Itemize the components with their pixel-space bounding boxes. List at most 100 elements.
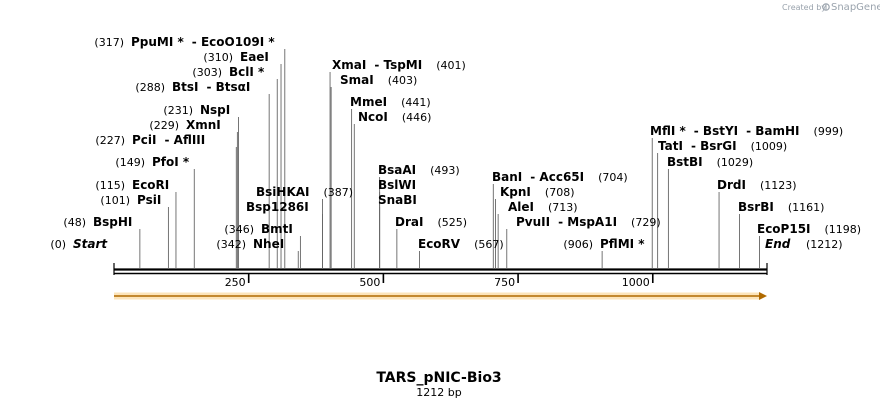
site-name: EaeI: [240, 50, 269, 64]
credit-text: Created by: [782, 3, 826, 12]
site-name: EcoP15I: [757, 222, 811, 236]
site-name: DraI: [395, 215, 423, 229]
site-position: (704): [598, 171, 628, 184]
site-bcli[interactable]: BclI * (303): [192, 65, 265, 79]
site-bsihkai[interactable]: BsiHKAI (387): [256, 185, 353, 199]
snapgene-logo-icon: [822, 3, 830, 11]
site-kpni[interactable]: KpnI (708): [500, 185, 575, 199]
site-mmei[interactable]: MmeI (441): [350, 95, 431, 109]
site-position: (342): [216, 238, 246, 251]
site-name-alt: - BsrGI: [691, 139, 737, 153]
site-name-alt: - TspMI: [374, 58, 422, 72]
site-name: BsrBI: [738, 200, 774, 214]
site-name: NheI: [253, 237, 284, 251]
site-position: (403): [388, 74, 418, 87]
site-name: BspHI: [93, 215, 132, 229]
site-bmti[interactable]: BmtI (346): [224, 222, 292, 236]
site-name: PsiI: [137, 193, 161, 207]
feature-arrowhead-icon: [759, 292, 767, 300]
site-nhei[interactable]: NheI (342): [216, 237, 284, 251]
site-name: SnaBI: [378, 193, 417, 207]
map-title: TARS_pNIC-Bio3: [376, 370, 501, 386]
feature-arrow[interactable]: [114, 292, 767, 300]
start-label: Start: [73, 237, 108, 251]
site-name: BsaAI: [378, 163, 416, 177]
site-name: AleI: [508, 200, 534, 214]
site-btsi[interactable]: BtsI - BtsαI (288): [135, 80, 250, 94]
site-pflmi[interactable]: PflMI * (906): [563, 237, 645, 251]
site-position: (441): [401, 96, 431, 109]
site-eaei[interactable]: EaeI (310): [203, 50, 269, 64]
site-position: (999): [814, 125, 844, 138]
site-name: EcoRV: [418, 237, 461, 251]
site-psii[interactable]: PsiI (101): [100, 193, 161, 207]
site-name: NspI: [200, 103, 230, 117]
brand-text: SnapGene: [831, 2, 880, 13]
site-name: BstBI: [667, 155, 703, 169]
site-pcii[interactable]: PciI - AflIII (227): [95, 133, 205, 147]
site-name: PpuMI *: [131, 35, 185, 49]
site-tati[interactable]: TatI - BsrGI (1009): [658, 139, 787, 153]
site-bslwi[interactable]: BslWI: [378, 178, 416, 192]
site-position: (1198): [825, 223, 862, 236]
site-position: (567): [474, 238, 504, 251]
site-bstbi[interactable]: BstBI (1029): [667, 155, 753, 169]
end-label: End: [765, 237, 791, 251]
site-drai[interactable]: DraI (525): [395, 215, 467, 229]
site-name-alt: - BstYI: [694, 124, 738, 138]
site-bsrbi[interactable]: BsrBI (1161): [738, 200, 824, 214]
site-bsaai[interactable]: BsaAI (493): [378, 163, 460, 177]
site-mfli[interactable]: MflI * - BstYI - BamHI (999): [650, 124, 843, 138]
site-name: BtsI: [172, 80, 199, 94]
site-name: TatI: [658, 139, 683, 153]
site-drdi[interactable]: DrdI (1123): [717, 178, 797, 192]
site-position: (101): [100, 194, 130, 207]
site-ncoi[interactable]: NcoI (446): [358, 110, 431, 124]
site-name-alt: - MspA1I: [558, 215, 617, 229]
site-pfoi[interactable]: PfoI * (149): [115, 155, 189, 169]
site-name: BsiHKAI: [256, 185, 310, 199]
site-position: (713): [548, 201, 578, 214]
site-position: (115): [95, 179, 125, 192]
site-nspi[interactable]: NspI (231): [163, 103, 230, 117]
site-position: (387): [324, 186, 354, 199]
site-bsp1286i[interactable]: Bsp1286I: [246, 200, 309, 214]
site-name: NcoI: [358, 110, 388, 124]
site-ecori[interactable]: EcoRI (115): [95, 178, 169, 192]
site-position: (317): [94, 36, 124, 49]
site-name: SmaI: [340, 73, 374, 87]
site-position: (1161): [788, 201, 825, 214]
site-name: MflI *: [650, 124, 686, 138]
site-name: KpnI: [500, 185, 531, 199]
site-bsphi[interactable]: BspHI (48): [63, 215, 132, 229]
site-name: XmaI: [332, 58, 366, 72]
site-position: (288): [135, 81, 165, 94]
site-position: (493): [430, 164, 460, 177]
tick-label: 750: [494, 276, 515, 289]
site-name-alt: - Acc65I: [530, 170, 584, 184]
site-name: PciI: [132, 133, 157, 147]
site-smai[interactable]: SmaI (403): [340, 73, 417, 87]
site-position: (229): [149, 119, 179, 132]
site-position: (149): [115, 156, 145, 169]
site-name: Bsp1286I: [246, 200, 309, 214]
tick-label: 1000: [622, 276, 650, 289]
start-marker: (0) Start: [50, 237, 108, 251]
site-xmni[interactable]: XmnI (229): [149, 118, 220, 132]
site-name: PflMI *: [600, 237, 645, 251]
site-lines: [139, 49, 760, 269]
site-name: BslWI: [378, 178, 416, 192]
start-position: (0): [50, 238, 66, 251]
site-ecop15i[interactable]: EcoP15I (1198): [757, 222, 861, 236]
site-ppumi[interactable]: PpuMI * - EcoO109I * (317): [94, 35, 275, 49]
site-xmai[interactable]: XmaI - TspMI (401): [332, 58, 466, 72]
site-ecorv[interactable]: EcoRV (567): [418, 237, 504, 251]
site-alei[interactable]: AleI (713): [508, 200, 578, 214]
site-position: (303): [192, 66, 222, 79]
site-name: EcoRI: [132, 178, 169, 192]
site-bani[interactable]: BanI - Acc65I (704): [492, 170, 628, 184]
site-snabi[interactable]: SnaBI: [378, 193, 417, 207]
site-position: (525): [437, 216, 467, 229]
site-pvuii[interactable]: PvuII - MspA1I (729): [516, 215, 661, 229]
